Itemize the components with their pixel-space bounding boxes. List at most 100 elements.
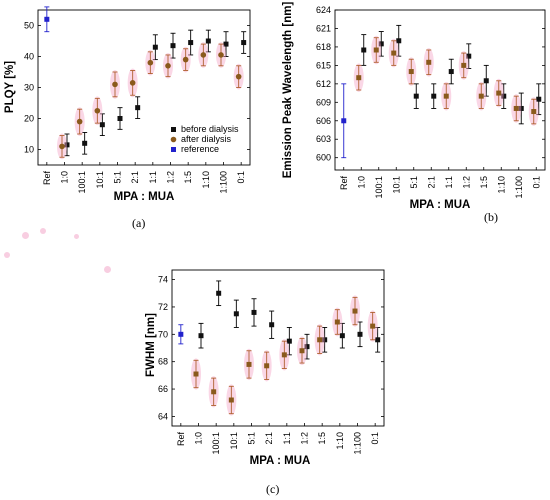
data-point-after xyxy=(235,73,242,80)
x-tick-label: 1:10 xyxy=(496,176,506,194)
data-point-before xyxy=(135,105,141,111)
data-point-after xyxy=(59,143,65,150)
chart-a-marks: 10 20 30 40 50 Ref 1:0 100:1 10:1 5:1 2:1 1:1 1:2 1:5… xyxy=(24,6,250,194)
data-point-before xyxy=(216,290,222,296)
x-tick-label: 100:1 xyxy=(211,432,221,455)
data-point-after xyxy=(246,361,252,367)
data-point-before xyxy=(431,93,437,99)
y-tick-label: 618 xyxy=(316,42,331,52)
y-tick-label: 68 xyxy=(158,357,168,367)
background-blob xyxy=(4,252,10,258)
data-point-before xyxy=(501,93,507,99)
data-point-before xyxy=(339,333,345,339)
data-point-before xyxy=(64,142,70,148)
data-point-before xyxy=(223,41,229,47)
x-tick-label: 1:5 xyxy=(183,171,193,184)
data-point-before xyxy=(518,105,524,111)
x-tick-label: 1:1 xyxy=(282,432,292,445)
legend-marker-after xyxy=(170,136,177,143)
x-tick-label: 1:2 xyxy=(166,171,176,184)
chart-b-xlabel: MPA : MUA xyxy=(410,199,471,211)
y-tick-label: 64 xyxy=(158,411,168,421)
data-point-before xyxy=(483,78,489,84)
y-tick-label: 66 xyxy=(158,384,168,394)
chart-a-xlabel: MPA : MUA xyxy=(114,191,175,203)
data-point-before xyxy=(205,38,211,44)
data-point-before xyxy=(536,96,542,102)
y-tick-label: 609 xyxy=(316,97,331,107)
x-tick-label: 1:100 xyxy=(514,176,524,199)
x-tick-label: 2:1 xyxy=(264,432,274,445)
y-tick-label: 50 xyxy=(24,21,34,31)
data-point-before xyxy=(357,331,363,337)
chart-c-xlabel: MPA : MUA xyxy=(250,455,311,467)
data-point-after xyxy=(147,59,154,66)
background-blob xyxy=(40,228,46,234)
data-point-after xyxy=(317,337,323,343)
chart-a: 10 20 30 40 50 Ref 1:0 100:1 10:1 5:1 2:1 1:1 1:2 1:5… xyxy=(4,6,251,203)
data-point-before xyxy=(251,309,257,315)
y-tick-label: 606 xyxy=(316,116,331,126)
x-tick-label: 1:10 xyxy=(201,171,211,189)
x-tick-label: 100:1 xyxy=(374,176,384,199)
chart-c-caption: (c) xyxy=(266,482,280,496)
data-point-before xyxy=(448,69,454,75)
chart-b-caption: (b) xyxy=(484,210,498,224)
x-tick-label: 0:1 xyxy=(531,176,541,189)
data-point-after xyxy=(211,389,217,395)
data-point-after xyxy=(461,62,467,68)
data-point-after xyxy=(228,397,234,403)
data-point-reference xyxy=(341,118,347,124)
x-tick-label: 10:1 xyxy=(391,176,401,194)
data-point-before xyxy=(241,40,247,46)
data-point-after xyxy=(356,75,362,81)
x-tick-label: 0:1 xyxy=(370,432,380,445)
legend-label-before: before dialysis xyxy=(181,124,239,134)
data-point-before xyxy=(286,338,292,344)
x-tick-label: 10:1 xyxy=(229,432,239,450)
y-tick-label: 624 xyxy=(316,5,331,15)
data-point-before xyxy=(152,44,158,50)
data-point-after xyxy=(94,107,101,114)
x-tick-label: 5:1 xyxy=(247,432,257,445)
data-point-after xyxy=(299,348,305,354)
x-tick-label: 2:1 xyxy=(426,176,436,189)
data-point-before xyxy=(413,93,419,99)
legend-marker-reference xyxy=(171,147,176,152)
x-tick-label: 100:1 xyxy=(77,171,87,194)
x-tick-label: Ref xyxy=(176,432,186,447)
chart-c: 64 66 68 70 72 74 Ref 1:0 100:1 10:1 5:1 2:1 1:1 1:2 1… xyxy=(145,269,385,467)
data-point-before xyxy=(233,311,239,317)
x-tick-label: 1:5 xyxy=(479,176,489,189)
chart-b-frame xyxy=(334,9,546,171)
data-point-before xyxy=(375,337,381,343)
data-point-after xyxy=(352,308,358,314)
data-point-after xyxy=(373,47,379,53)
data-point-after xyxy=(112,81,118,88)
data-point-after xyxy=(531,109,537,115)
x-tick-label: 5:1 xyxy=(409,176,419,189)
data-point-after xyxy=(182,56,189,63)
background-blob xyxy=(104,266,111,273)
data-point-reference xyxy=(178,331,184,337)
data-point-after xyxy=(76,118,83,125)
chart-a-ylabel: PLQY [%] xyxy=(4,61,16,113)
x-tick-label: 1:100 xyxy=(219,171,229,194)
x-tick-label: 10:1 xyxy=(95,171,105,189)
data-point-after xyxy=(370,323,376,329)
data-point-after xyxy=(193,371,199,377)
background-blob xyxy=(22,232,29,239)
x-tick-label: 0:1 xyxy=(236,171,246,184)
x-tick-label: 5:1 xyxy=(113,171,123,184)
data-point-after xyxy=(391,50,397,56)
x-tick-label: 1:10 xyxy=(335,432,345,450)
data-point-after xyxy=(408,69,414,75)
x-tick-label: 1:100 xyxy=(353,432,363,455)
data-point-after xyxy=(443,93,449,99)
data-point-before xyxy=(117,116,123,121)
data-point-after xyxy=(218,52,224,58)
data-point-after xyxy=(264,363,270,369)
chart-c-frame xyxy=(171,269,385,427)
x-tick-label: 1:0 xyxy=(194,432,204,445)
x-tick-label: Ref xyxy=(42,171,52,186)
